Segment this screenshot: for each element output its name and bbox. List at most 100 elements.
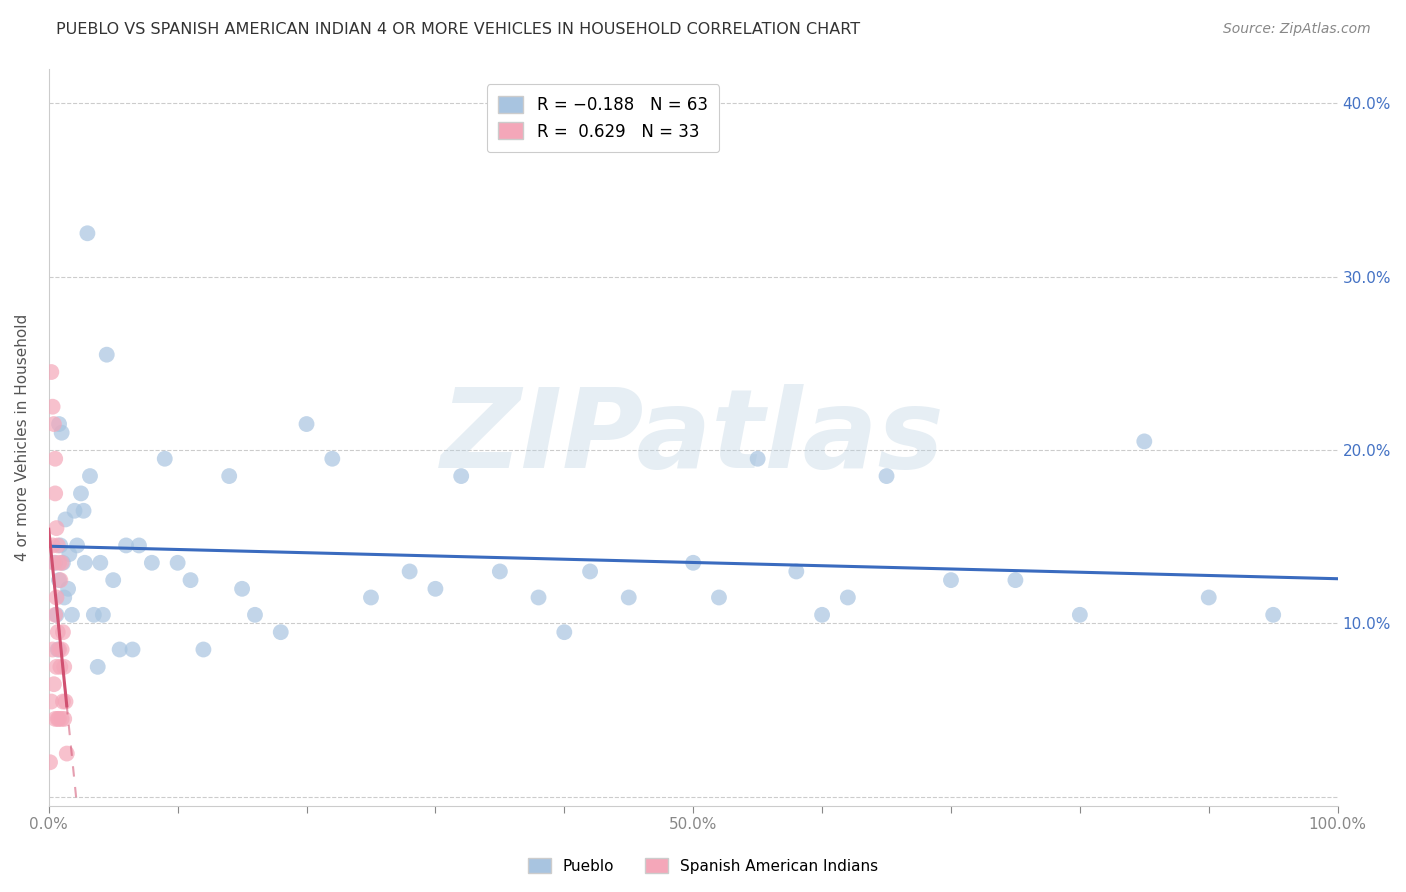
Point (49, 573, 72, 587)
Point (811, 607, 834, 622)
Point (166, 556, 188, 570)
Text: ZIPatlas: ZIPatlas (441, 384, 945, 491)
Point (52, 694, 75, 708)
Point (617, 591, 640, 605)
Point (41, 642, 63, 657)
Point (1263, 607, 1285, 622)
Point (44, 486, 66, 500)
Point (83, 607, 105, 622)
Text: PUEBLO VS SPANISH AMERICAN INDIAN 4 OR MORE VEHICLES IN HOUSEHOLD CORRELATION CH: PUEBLO VS SPANISH AMERICAN INDIAN 4 OR M… (56, 22, 860, 37)
Point (44, 607, 66, 622)
Point (398, 565, 420, 579)
Point (180, 573, 202, 587)
Point (41, 365, 63, 379)
Point (425, 582, 447, 596)
Legend: Pueblo, Spanish American Indians: Pueblo, Spanish American Indians (522, 852, 884, 880)
Point (44, 451, 66, 466)
Point (56, 582, 79, 596)
Point (321, 451, 343, 466)
Point (41, 400, 63, 414)
Point (218, 469, 240, 483)
Point (87, 660, 110, 674)
Text: Source: ZipAtlas.com: Source: ZipAtlas.com (1223, 22, 1371, 37)
Point (707, 591, 730, 605)
Point (42, 417, 65, 431)
Point (876, 469, 898, 483)
Point (747, 451, 769, 466)
Point (46, 625, 69, 640)
Point (73, 556, 96, 570)
Point (48, 556, 70, 570)
Point (44, 556, 66, 570)
Point (103, 573, 125, 587)
Point (193, 642, 215, 657)
Point (79, 469, 101, 483)
Point (44, 712, 66, 726)
Point (39, 756, 62, 770)
Point (48, 573, 70, 587)
Point (837, 591, 859, 605)
Point (243, 607, 266, 622)
Point (45, 607, 67, 622)
Point (41, 538, 63, 552)
Point (51, 642, 73, 657)
Point (46, 642, 69, 657)
Point (58, 547, 80, 561)
Point (76, 227, 98, 241)
Point (153, 451, 176, 466)
Point (52, 625, 75, 640)
Point (53, 712, 76, 726)
Point (295, 417, 318, 431)
Point (1133, 434, 1156, 449)
Point (53, 591, 76, 605)
Point (1004, 573, 1026, 587)
Point (91, 607, 114, 622)
Point (66, 538, 89, 552)
Point (48, 712, 70, 726)
Point (42, 677, 65, 691)
Point (128, 538, 150, 552)
Point (42, 556, 65, 570)
Point (1198, 591, 1220, 605)
Point (141, 556, 163, 570)
Point (527, 591, 550, 605)
Point (115, 538, 138, 552)
Point (52, 556, 75, 570)
Point (49, 660, 72, 674)
Point (51, 556, 73, 570)
Point (70, 486, 93, 500)
Point (53, 660, 76, 674)
Point (682, 556, 704, 570)
Point (51, 425, 73, 440)
Point (48, 417, 70, 431)
Point (56, 747, 79, 761)
Point (270, 625, 292, 640)
Point (450, 469, 472, 483)
Point (60, 607, 83, 622)
Point (489, 565, 512, 579)
Point (121, 642, 143, 657)
Point (72, 504, 94, 518)
Point (939, 573, 962, 587)
Point (51, 712, 73, 726)
Point (108, 642, 131, 657)
Point (579, 565, 602, 579)
Point (45, 660, 67, 674)
Point (55, 694, 77, 708)
Point (41, 694, 63, 708)
Legend: R = −0.188   N = 63, R =  0.629   N = 33: R = −0.188 N = 63, R = 0.629 N = 33 (486, 84, 720, 153)
Point (45, 521, 67, 535)
Point (231, 582, 253, 596)
Point (553, 625, 575, 640)
Point (46, 712, 69, 726)
Point (89, 556, 111, 570)
Y-axis label: 4 or more Vehicles in Household: 4 or more Vehicles in Household (15, 313, 30, 561)
Point (96, 348, 118, 362)
Point (45, 591, 67, 605)
Point (360, 591, 382, 605)
Point (48, 642, 70, 657)
Point (1069, 607, 1091, 622)
Point (63, 504, 86, 518)
Point (49, 538, 72, 552)
Point (55, 512, 77, 526)
